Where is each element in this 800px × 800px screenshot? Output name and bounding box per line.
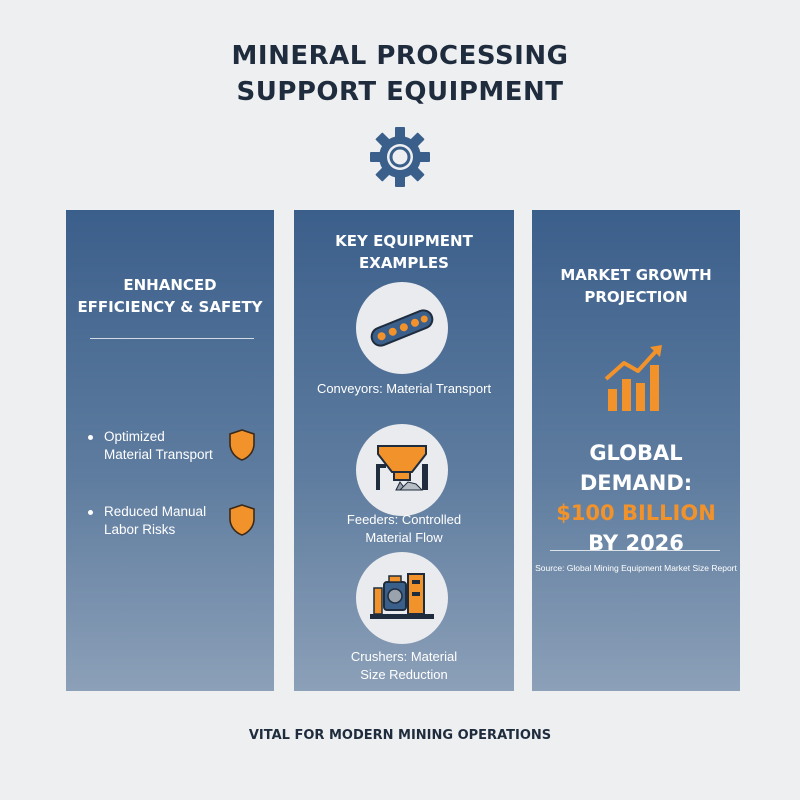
conveyor-caption: Conveyors: Material Transport bbox=[294, 380, 514, 398]
conveyor-icon bbox=[356, 282, 448, 374]
efficiency-title-line-2: EFFICIENCY & SAFETY bbox=[77, 298, 263, 316]
benefit-text: Reduced Manual Labor Risks bbox=[104, 503, 234, 539]
divider bbox=[90, 338, 254, 339]
crusher-caption-line-2: Size Reduction bbox=[360, 667, 448, 682]
key-equipment-panel: KEY EQUIPMENT EXAMPLES Conveyors: Materi… bbox=[294, 210, 514, 691]
equipment-title-line-1: KEY EQUIPMENT bbox=[335, 232, 473, 250]
footer-tagline: VITAL FOR MODERN MINING OPERATIONS bbox=[248, 728, 552, 743]
efficiency-title-line-1: ENHANCED bbox=[123, 276, 217, 294]
title-line-1: MINERAL PROCESSING bbox=[231, 41, 569, 71]
crusher-caption-line-1: Crushers: Material bbox=[350, 649, 458, 664]
benefit-text: Optimized Material Transport bbox=[104, 428, 234, 464]
benefit-item: Optimized Material Transport bbox=[86, 428, 266, 468]
feeder-hopper-icon bbox=[356, 424, 448, 516]
market-title-line-1: Market Growth bbox=[560, 266, 712, 284]
global-demand-figure: GLOBAL DEMAND: $100 BILLION BY 2026 bbox=[532, 438, 740, 558]
demand-label: GLOBAL DEMAND: bbox=[579, 441, 693, 495]
divider bbox=[550, 550, 720, 551]
benefit-item: Reduced Manual Labor Risks bbox=[86, 503, 266, 543]
crusher-caption: Crushers: Material Size Reduction bbox=[294, 648, 514, 684]
benefit-line-1: Reduced Manual bbox=[104, 504, 207, 519]
market-title-line-2: Projection bbox=[584, 288, 688, 306]
feeder-caption-line-1: Feeders: Controlled bbox=[346, 512, 462, 527]
demand-amount: $100 BILLION bbox=[556, 501, 716, 525]
market-growth-panel: Market Growth Projection GLOBAL DEMAND: … bbox=[532, 210, 740, 691]
crusher-machine-icon bbox=[356, 552, 448, 644]
feeder-caption-line-2: Material Flow bbox=[365, 530, 443, 545]
trend-chart-icon bbox=[604, 345, 662, 411]
equipment-title-line-2: EXAMPLES bbox=[359, 254, 449, 272]
market-panel-title: Market Growth Projection bbox=[532, 264, 740, 308]
gear-icon bbox=[368, 125, 432, 189]
efficiency-panel-title: ENHANCED EFFICIENCY & SAFETY bbox=[66, 274, 274, 318]
equipment-panel-title: KEY EQUIPMENT EXAMPLES bbox=[294, 230, 514, 274]
title-line-2: SUPPORT EQUIPMENT bbox=[236, 77, 564, 107]
page-title: MINERAL PROCESSING SUPPORT EQUIPMENT bbox=[0, 38, 800, 110]
bullet-dot bbox=[88, 435, 93, 440]
feeder-caption: Feeders: Controlled Material Flow bbox=[294, 511, 514, 547]
benefit-line-1: Optimized bbox=[104, 429, 165, 444]
conveyor-caption-line-1: Conveyors: Material Transport bbox=[316, 381, 492, 396]
benefit-line-2: Material Transport bbox=[104, 447, 213, 462]
shield-icon bbox=[229, 429, 255, 461]
bullet-dot bbox=[88, 510, 93, 515]
efficiency-safety-panel: ENHANCED EFFICIENCY & SAFETY Optimized M… bbox=[66, 210, 274, 691]
source-note: Source: Global Mining Equipment Market S… bbox=[535, 563, 737, 573]
demand-year: BY 2026 bbox=[588, 531, 684, 555]
shield-icon bbox=[229, 504, 255, 536]
benefit-line-2: Labor Risks bbox=[104, 522, 176, 537]
